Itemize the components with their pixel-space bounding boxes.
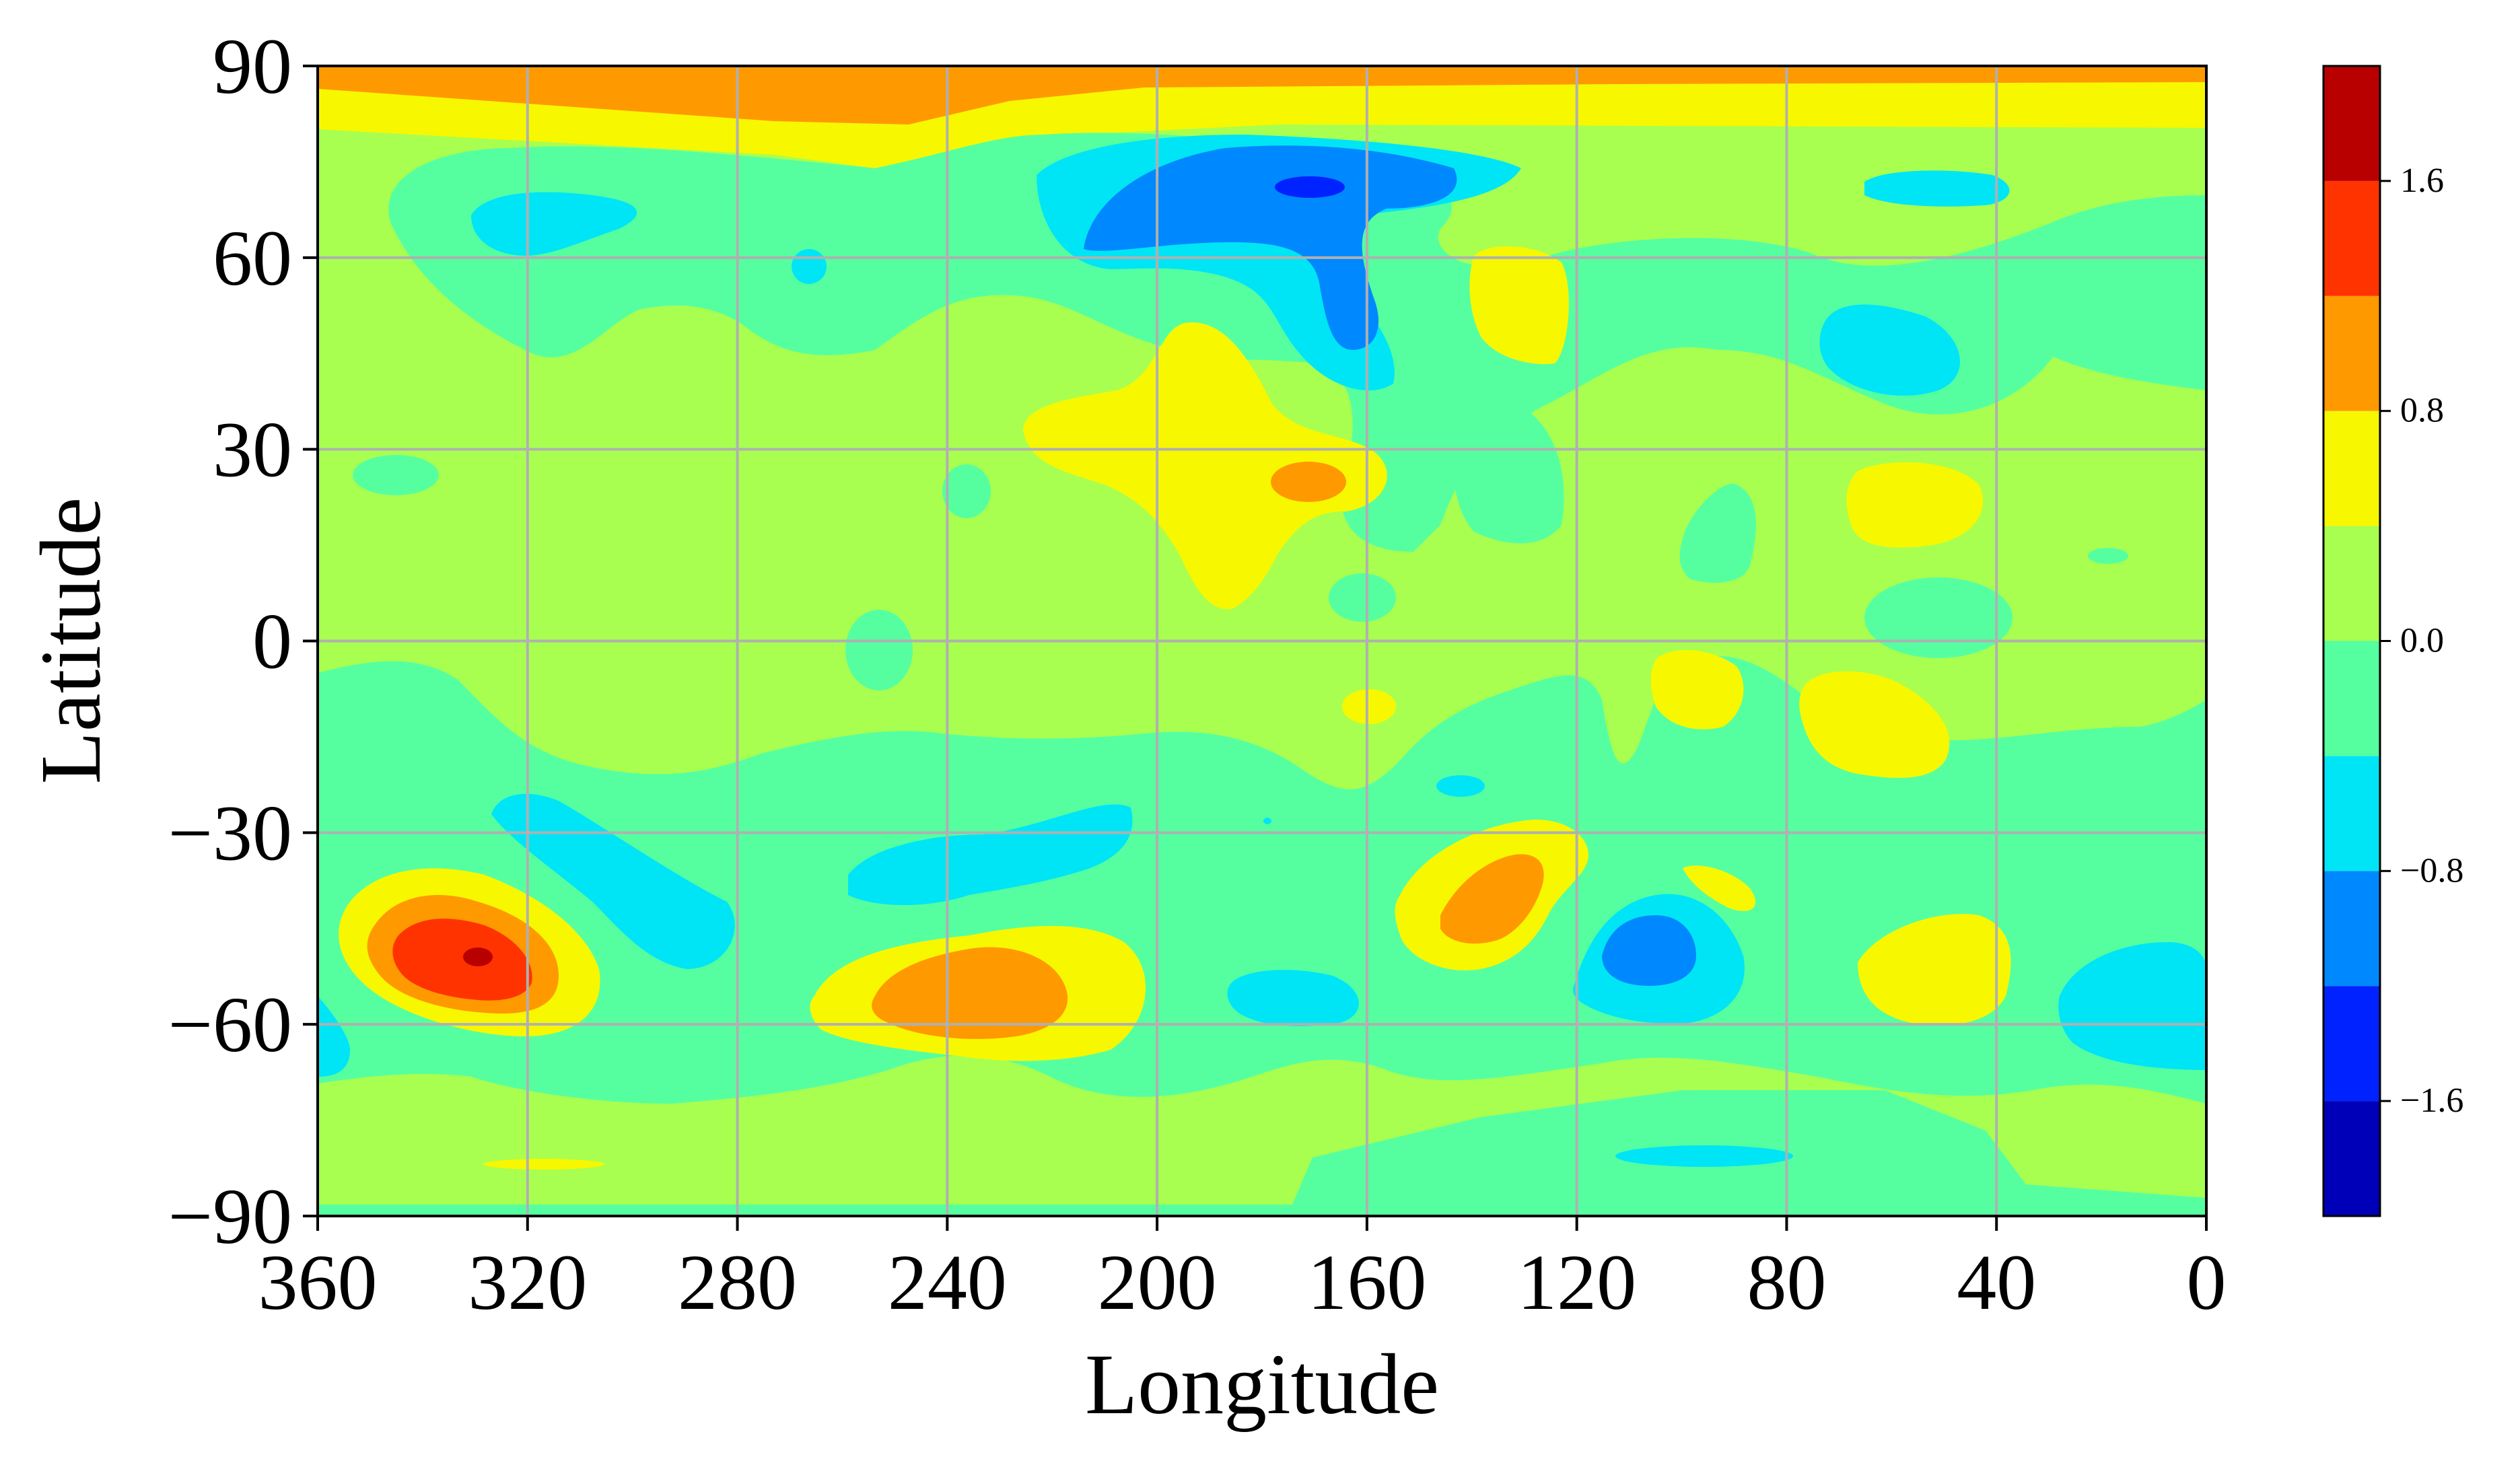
contour-s-central-cyan [848, 804, 1133, 905]
contour-eq-yellow-upper [1650, 650, 1744, 729]
colorbar-label-3: −0.8 [2400, 851, 2463, 890]
colorbar-segment-7 [2323, 295, 2380, 411]
x-tick-label-1: 320 [468, 1238, 587, 1326]
contour-s-blue-core [1602, 915, 1696, 986]
colorbar-segment-9 [2323, 66, 2380, 181]
colorbar-segment-4 [2323, 641, 2380, 756]
contour-mid-left-teal [353, 455, 439, 495]
y-tick-label-2: 30 [213, 406, 292, 494]
y-tick-label-1: 60 [213, 214, 292, 302]
contour-equator-teal [845, 610, 913, 690]
contour-s-mid-cyan [1227, 970, 1359, 1026]
contour-far-south-yellow [483, 1159, 604, 1170]
x-tick-label-9: 0 [2187, 1238, 2227, 1326]
contour-s-tiny-cyan [1263, 818, 1271, 824]
contour-central-yellow [1023, 322, 1387, 610]
x-tick-label-7: 80 [1747, 1238, 1826, 1326]
y-tick-label-3: 0 [252, 598, 292, 686]
y-tick-label-6: −90 [168, 1172, 292, 1260]
contour-sw-dark-red-core [463, 948, 493, 966]
colorbar-label-4: −1.6 [2400, 1081, 2463, 1120]
contour-east-yellow-mid [1846, 462, 1984, 548]
contour-blob-small-cyan [792, 249, 827, 284]
contour-east-teal-blob [1864, 577, 2013, 658]
y-tick-label-0: 90 [213, 22, 292, 110]
colorbar-segment-8 [2323, 180, 2380, 296]
contour-blob-ne-cyan [1819, 304, 1961, 396]
colorbar-segment-2 [2323, 871, 2380, 987]
colorbar-label-0: 1.6 [2400, 162, 2444, 200]
contour-s-east-orange [1440, 854, 1544, 944]
x-tick-label-5: 160 [1307, 1238, 1426, 1326]
x-tick-label-0: 360 [258, 1238, 378, 1326]
x-tick-label-6: 120 [1517, 1238, 1636, 1326]
y-tick-label-4: −30 [168, 789, 292, 877]
contour-mid-east-teal [1679, 483, 1756, 583]
contour-s-center-yellow-small [1342, 689, 1396, 724]
contour-s-far-west-cyan [318, 996, 350, 1077]
x-tick-label-3: 240 [888, 1238, 1007, 1326]
colorbar-segment-5 [2323, 526, 2380, 641]
colorbar: 1.6 0.8 0.0 −0.8 −1.6 [2322, 65, 2463, 1217]
y-axis-title: Latitude [23, 497, 118, 785]
contour-sw-cyan [491, 793, 735, 969]
x-axis-title: Longitude [1085, 1336, 1439, 1432]
colorbar-label-2: 0.0 [2400, 622, 2444, 660]
contour-north-mid-blue-area [1084, 145, 1457, 350]
contour-blob-ne-yellow [1469, 246, 1569, 364]
contour-equator-small-teal [1329, 573, 1396, 622]
contour-north-dark-blue-core [1275, 176, 1345, 198]
contour-central-orange-core [1271, 462, 1346, 502]
contour-south-band [318, 1090, 2206, 1216]
contour-s-far-east-cyan [2058, 942, 2206, 1070]
x-tick-label-4: 200 [1098, 1238, 1217, 1326]
contour-sw-red [392, 919, 532, 1001]
contour-blob-nw-teal [471, 192, 637, 256]
contour-east-small-teal [2088, 548, 2128, 564]
contour-s-small-cyan [1436, 775, 1485, 797]
contour-eq-yellow-right [1799, 671, 1950, 778]
grid-lines [318, 66, 2206, 1216]
colorbar-segment-3 [2323, 756, 2380, 871]
contour-far-south-cyan [1615, 1145, 1793, 1167]
contour-s-east-yellow-big [1858, 914, 2011, 1026]
colorbar-segment-1 [2323, 986, 2380, 1102]
x-tick-label-2: 280 [678, 1238, 797, 1326]
contour-mid-small-teal [942, 464, 991, 518]
colorbar-label-1: 0.8 [2400, 392, 2444, 430]
contour-s-central-orange [872, 947, 1068, 1039]
contour-mid-right-teal [1451, 396, 1564, 544]
y-tick-label-5: −60 [168, 980, 292, 1069]
x-tick-label-8: 40 [1957, 1238, 2036, 1326]
contour-regions [318, 66, 2206, 1216]
x-axis-ticks: 360 320 280 240 200 160 120 80 40 0 [258, 1216, 2227, 1326]
contour-blob-ne-cyan-top [1864, 170, 2010, 207]
y-axis-ticks: 90 60 30 0 −30 −60 −90 [168, 22, 318, 1260]
colorbar-segment-0 [2323, 1101, 2380, 1216]
contour-north-orange-band [318, 66, 2206, 124]
contour-s-small-yellow-drop [1683, 865, 1756, 911]
colorbar-segment-6 [2323, 410, 2380, 526]
